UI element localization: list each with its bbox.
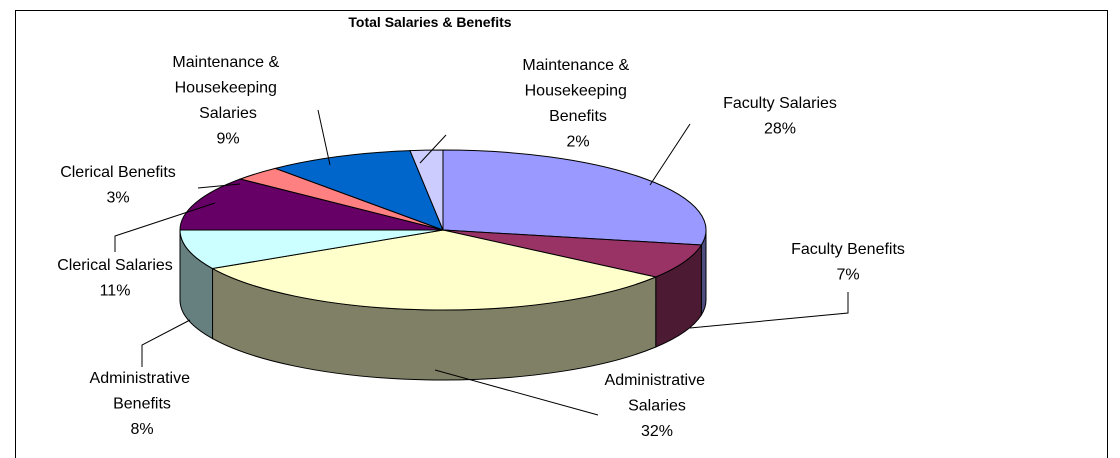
slice-label: Faculty Benefits (791, 241, 905, 258)
leader-line (141, 319, 191, 367)
slice-value-label: 9% (216, 131, 239, 148)
leader-line (434, 369, 599, 416)
slice-value-label: 3% (106, 190, 129, 207)
leader-line (419, 134, 447, 164)
slice-label: Maintenance & Housekeeping Salaries (172, 54, 283, 122)
slice-label: Administrative Salaries (605, 372, 710, 415)
slice-label: Maintenance & Housekeeping Benefits (522, 57, 633, 125)
slice-value-label: 8% (130, 421, 153, 438)
slice-value-label: 28% (764, 121, 796, 138)
chart-title: Total Salaries & Benefits (348, 14, 511, 30)
leader-line (689, 292, 849, 329)
slice-label: Faculty Salaries (723, 95, 837, 112)
slice (442, 149, 707, 246)
leader-line (197, 183, 241, 189)
slice-value-label: 11% (100, 283, 131, 300)
slice-value-label: 2% (566, 134, 589, 151)
slice (179, 229, 444, 270)
slice (273, 150, 444, 231)
slice (179, 178, 444, 231)
slice (211, 229, 658, 311)
slice-value-label: 32% (641, 423, 673, 440)
slice-label: Clerical Salaries (57, 257, 173, 274)
leader-line (114, 202, 216, 252)
slice-value-label: 7% (836, 267, 859, 284)
leader-line (649, 123, 691, 186)
leader-line (317, 109, 331, 166)
slice (409, 149, 444, 231)
slice-label: Clerical Benefits (60, 164, 176, 181)
slice-label: Administrative Benefits (90, 370, 195, 413)
slice (442, 229, 703, 278)
